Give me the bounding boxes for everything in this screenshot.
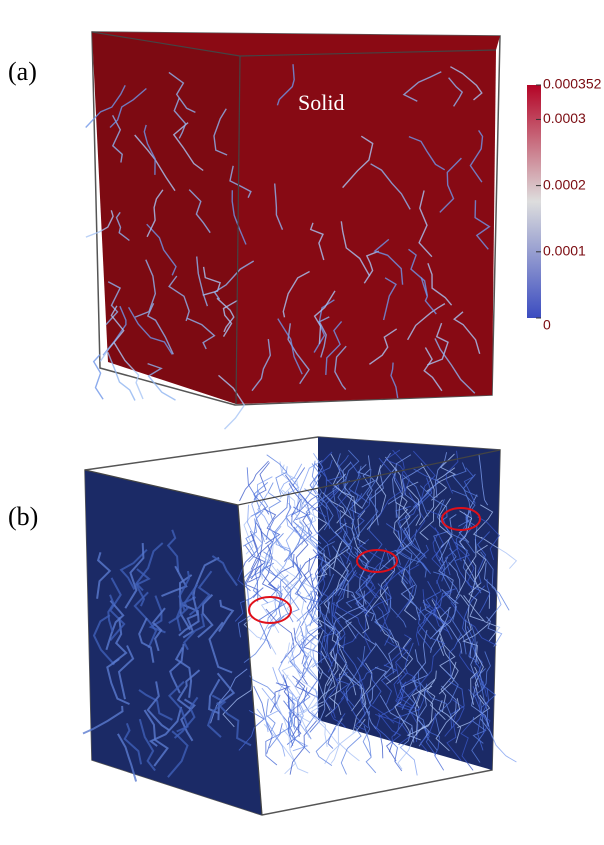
colorbar-tick-label: 0 [543,317,551,333]
colorbar-ticks: 0 0.0001 0.0002 0.0003 0.000352 [536,76,602,333]
colorbar-tick-label: 0.0002 [543,176,586,192]
colorbar [527,85,541,318]
cube-b [83,437,516,815]
figure: (a) Solid 0 0.0001 0.0002 0.0003 0.000352 (b… [0,0,604,845]
colorbar-tick-label: 0.0001 [543,243,586,259]
panel-label: (b) [8,502,38,531]
cube-a [86,32,500,429]
page: (a) Solid 0 0.0001 0.0002 0.0003 0.000352 (b… [0,0,604,845]
colorbar-tick-label: 0.000352 [543,76,602,92]
annotation: Solid [298,90,344,115]
panel-label: (a) [8,57,37,86]
colorbar-tick-label: 0.0003 [543,110,586,126]
